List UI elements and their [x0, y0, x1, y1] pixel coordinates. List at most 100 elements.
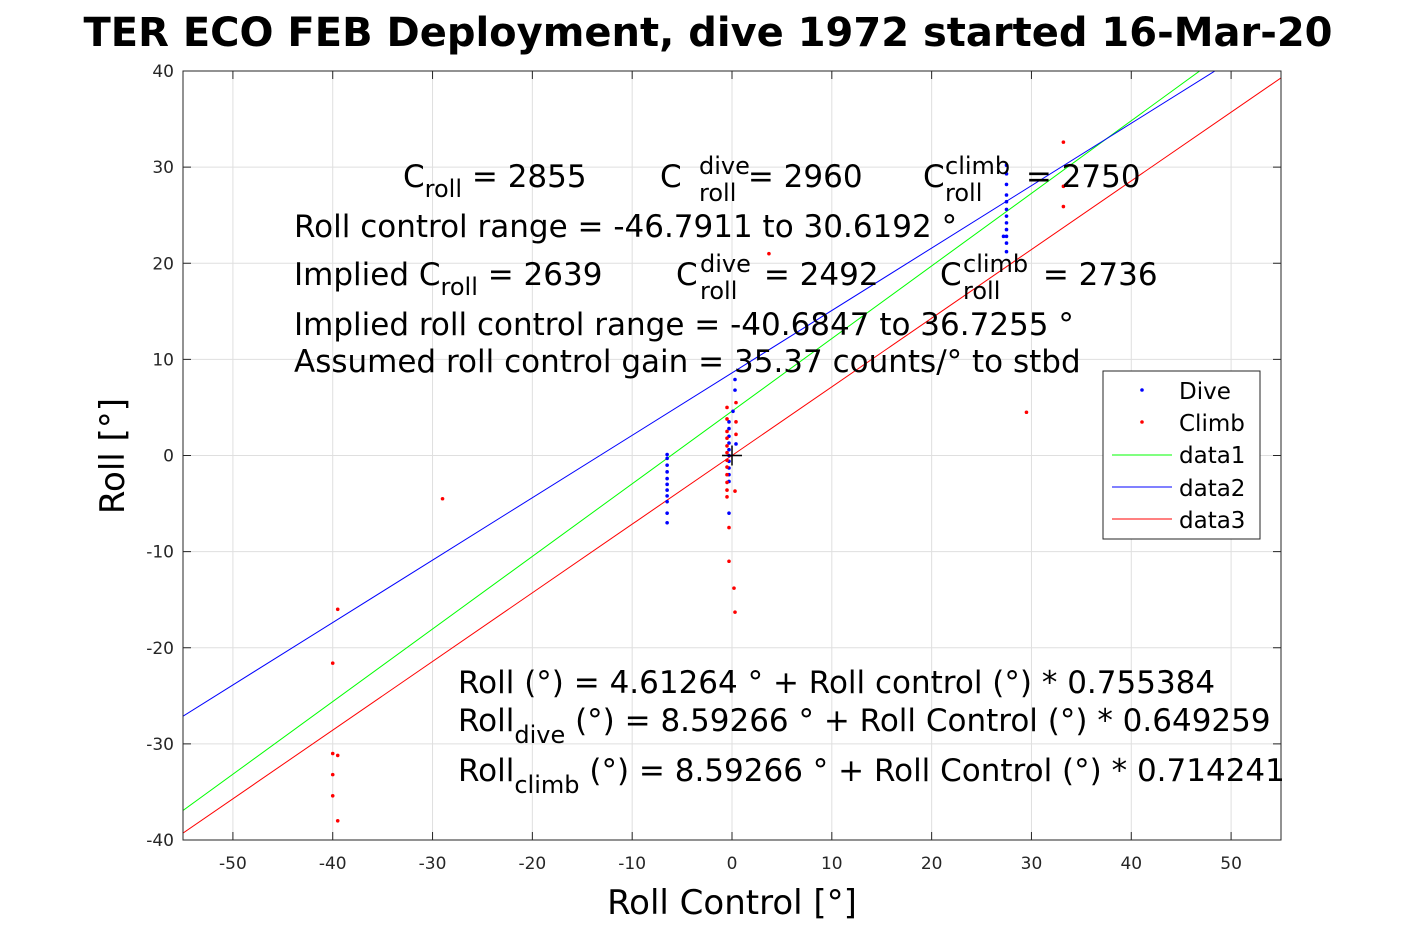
y-axis-label: Roll [°] [93, 398, 133, 514]
legend-climb-label: Climb [1179, 411, 1245, 437]
legend-dive-swatch [1140, 388, 1144, 392]
y-tick-label: 30 [152, 158, 174, 178]
climb-point [330, 772, 335, 777]
y-tick-label: -30 [146, 735, 174, 755]
dive-point [665, 520, 669, 525]
dive-point [1004, 234, 1009, 239]
y-axis-ticks: -40 -30 -20 -10 0 10 20 30 40 [146, 62, 1281, 851]
climb-point [440, 496, 445, 501]
legend-data3-label: data3 [1179, 508, 1245, 534]
roll-control-gain-annotation: Assumed roll control gain = 35.37 counts… [294, 344, 1081, 380]
climb-point [725, 480, 729, 485]
climb-point [733, 489, 737, 493]
legend-data2-label: data2 [1179, 476, 1245, 502]
climb-point [725, 450, 729, 455]
climb-point [335, 753, 340, 758]
dive-point [1004, 249, 1009, 254]
dive-point [733, 388, 737, 392]
dive-point [1001, 234, 1006, 239]
x-axis-label: Roll Control [°] [607, 883, 857, 923]
dive-point [665, 488, 669, 492]
roll-dive-fit-annotation: Rolldive (°) = 8.59266 ° + Roll Control … [458, 703, 1271, 749]
climb-point [1061, 140, 1066, 144]
implied-roll-control-range-annotation: Implied roll control range = -40.6847 to… [294, 307, 1074, 343]
dive-point [665, 463, 669, 467]
climb-point [330, 793, 335, 798]
dive-point [665, 456, 669, 461]
climb-point [1061, 204, 1066, 209]
legend: Dive Climb data1 data2 data3 [1102, 370, 1261, 540]
dive-point [1004, 227, 1009, 232]
dive-point [665, 476, 669, 481]
climb-point [335, 818, 340, 823]
climb-point [727, 559, 731, 564]
annotation-bottom: Roll (°) = 4.61264 ° + Roll control (°) … [458, 665, 1285, 799]
climb-point [725, 495, 729, 499]
data-points [330, 140, 1066, 823]
climb-point [725, 405, 729, 410]
dive-point [1004, 163, 1009, 168]
dive-point [733, 377, 737, 382]
climb-point [330, 751, 335, 756]
implied-c-roll-climb-annotation: Cclimb roll = 2736 [940, 250, 1158, 305]
climb-point [725, 417, 729, 421]
legend-data1-label: data1 [1179, 443, 1245, 469]
dive-point [1004, 207, 1009, 212]
y-tick-label: 20 [152, 254, 174, 274]
climb-point [732, 586, 736, 590]
legend-climb-swatch [1140, 420, 1144, 424]
dive-point [1004, 221, 1009, 225]
roll-control-range-annotation: Roll control range = -46.7911 to 30.6192… [294, 209, 957, 245]
chart-title: TER ECO FEB Deployment, dive 1972 starte… [83, 10, 1332, 56]
climb-point [733, 610, 737, 614]
climb-point [734, 420, 738, 424]
roll-climb-fit-annotation: Rollclimb (°) = 8.59266 ° + Roll Control… [458, 753, 1285, 799]
implied-c-roll-annotation: Implied Croll = 2639 [294, 257, 602, 301]
dive-point [727, 447, 731, 452]
x-tick-label: 50 [1220, 854, 1242, 874]
dive-point [665, 511, 669, 515]
x-tick-label: -50 [219, 854, 247, 874]
legend-dive-label: Dive [1179, 379, 1231, 405]
climb-point [725, 465, 729, 469]
climb-point [725, 444, 729, 448]
dive-point [731, 409, 735, 414]
climb-point [330, 661, 335, 665]
dive-point [1004, 182, 1009, 187]
dive-point [665, 482, 669, 487]
climb-point [725, 458, 729, 463]
y-tick-label: 10 [152, 350, 174, 370]
roll-fit-annotation: Roll (°) = 4.61264 ° + Roll control (°) … [458, 665, 1215, 701]
fit-line-data2 [183, 71, 1216, 717]
x-tick-label: 30 [1021, 854, 1043, 874]
dive-point [727, 511, 731, 515]
dive-point [665, 494, 669, 498]
dive-point [1004, 241, 1009, 245]
climb-point [727, 525, 731, 530]
climb-point [725, 429, 729, 434]
climb-point [734, 432, 738, 437]
c-roll-annotation: Croll = 2855 [403, 159, 587, 203]
dive-point [665, 452, 669, 457]
climb-point [1061, 184, 1066, 189]
dive-point [665, 499, 669, 504]
y-tick-label: -40 [146, 831, 174, 851]
climb-point [725, 436, 729, 440]
c-roll-climb-annotation: Cclimb roll = 2750 [923, 152, 1141, 207]
x-tick-label: -30 [419, 854, 447, 874]
climb-point [335, 607, 340, 612]
dive-point [727, 441, 731, 445]
y-tick-label: -10 [146, 543, 174, 563]
dive-point [1004, 193, 1009, 197]
dive-point [1004, 172, 1009, 176]
x-axis-ticks: -50 -40 -30 -20 -10 0 10 20 30 40 50 [219, 71, 1242, 874]
dive-point [665, 470, 669, 474]
x-tick-label: 20 [921, 854, 943, 874]
climb-point [725, 488, 729, 492]
climb-point [725, 472, 729, 477]
climb-point [734, 400, 738, 405]
climb-point [1024, 410, 1029, 415]
